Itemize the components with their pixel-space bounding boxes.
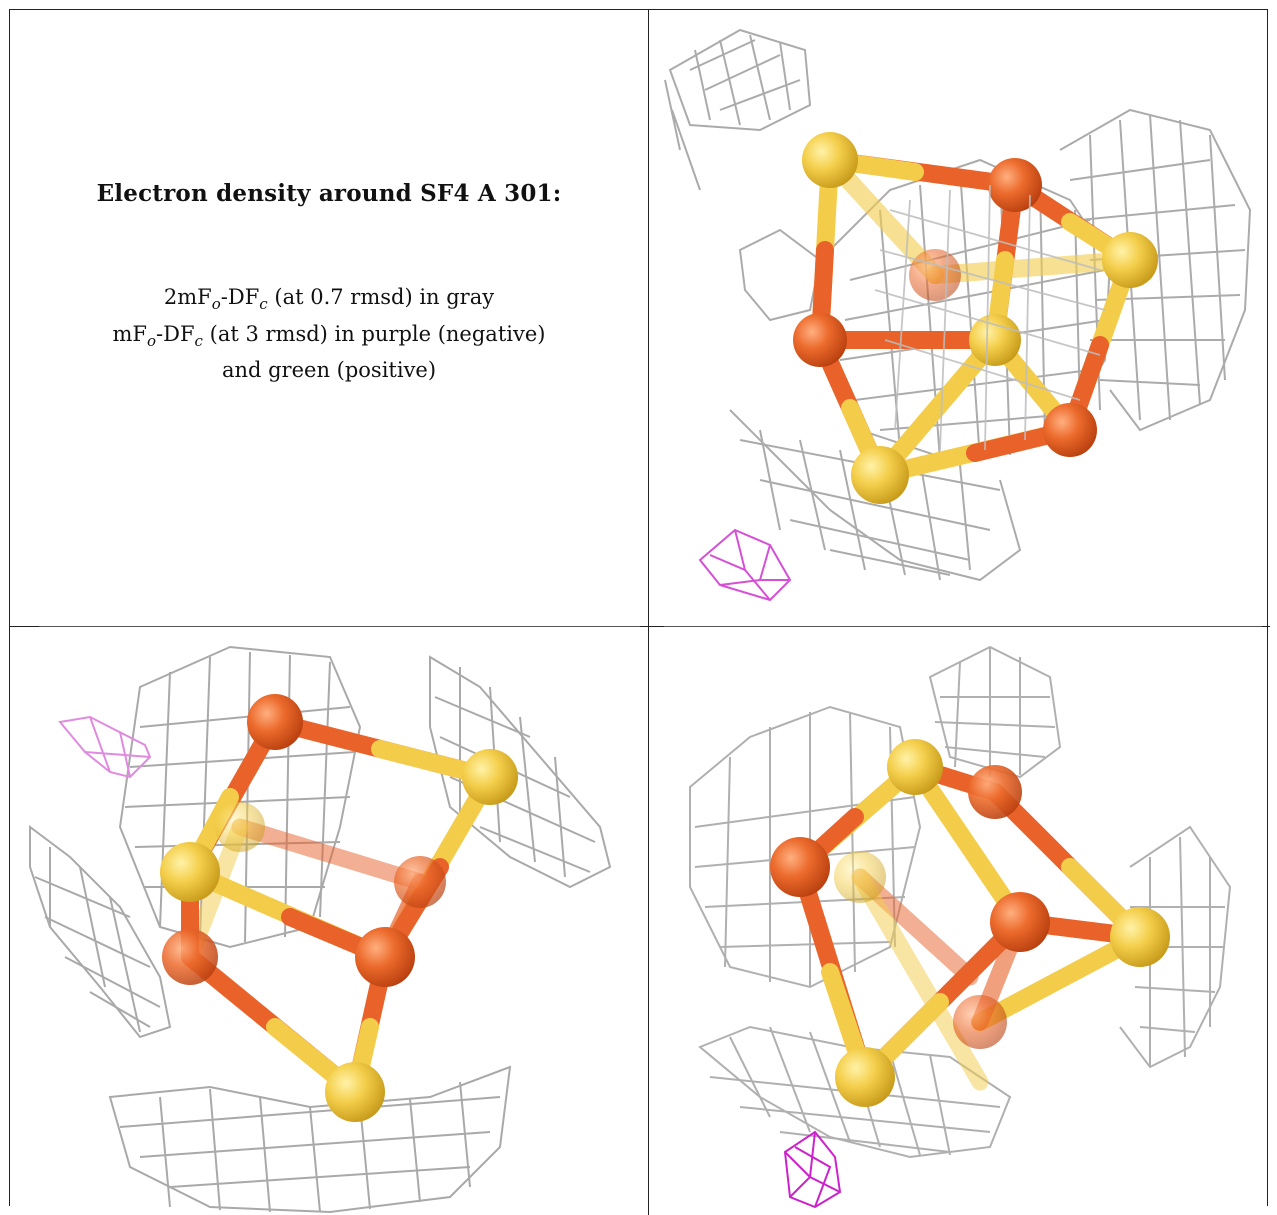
molecule-view-bottom-right: [689, 645, 1232, 1209]
atom-fe-1: [968, 765, 1022, 819]
atom-s-3: [835, 1047, 895, 1107]
grid-tick-right: [1262, 626, 1270, 627]
atom-s-3: [325, 1062, 385, 1122]
atom-fe-1: [247, 694, 303, 750]
grid-divider-horizontal: [9, 626, 1268, 627]
grid-divider-vertical: [648, 9, 649, 1215]
atom-fe-back: [953, 995, 1007, 1049]
molecule-view-top-right: [664, 28, 1252, 602]
atom-fe-2: [355, 927, 415, 987]
atom-fe-back: [394, 856, 446, 908]
atom-fe-3: [1043, 403, 1097, 457]
grid-tick-left: [9, 626, 39, 627]
atom-fe-2: [770, 837, 830, 897]
mesh-negative: [698, 528, 792, 602]
atom-s-1: [802, 132, 858, 188]
view-top-right: [650, 10, 1268, 626]
mesh-negative: [58, 715, 152, 779]
atom-fe-2: [793, 313, 847, 367]
atom-s-4: [851, 446, 909, 504]
view-bottom-left: [10, 627, 648, 1215]
molecule-view-bottom-left: [29, 645, 612, 1214]
atom-fe-back: [909, 249, 961, 301]
atom-s-3: [969, 314, 1021, 366]
atom-s-2: [160, 842, 220, 902]
atom-s-back: [834, 851, 886, 903]
view-bottom-right: [650, 627, 1268, 1215]
mesh-over: [874, 184, 1106, 451]
caption-panel: Electron density around SF4 A 301: 2mFo-…: [10, 10, 648, 626]
atom-fe-3: [162, 929, 218, 985]
atom-s-1: [462, 749, 518, 805]
mesh-2fofc: [689, 645, 1232, 1159]
atoms: [770, 739, 1170, 1107]
bonds: [181, 713, 499, 1101]
caption-title: Electron density around SF4 A 301:: [96, 180, 562, 207]
caption-line-2fofc: 2mFo-DFc (at 0.7 rmsd) in gray: [163, 285, 495, 314]
caption-line-fofc: mFo-DFc (at 3 rmsd) in purple (negative): [112, 322, 546, 351]
figure-grid: [9, 9, 1268, 1206]
atom-s-1: [887, 739, 943, 795]
atom-fe-3: [990, 892, 1050, 952]
mesh-2fofc: [29, 645, 612, 1214]
atom-s-2: [1110, 907, 1170, 967]
atom-s-2: [1102, 232, 1158, 288]
grid-tick-middle: [640, 626, 664, 627]
caption-line-positive: and green (positive): [221, 358, 437, 382]
atoms: [160, 694, 518, 1122]
mesh-negative: [783, 1130, 842, 1209]
mesh-2fofc: [664, 28, 1252, 582]
atom-s-back: [215, 802, 265, 852]
atom-fe-1: [988, 158, 1042, 212]
